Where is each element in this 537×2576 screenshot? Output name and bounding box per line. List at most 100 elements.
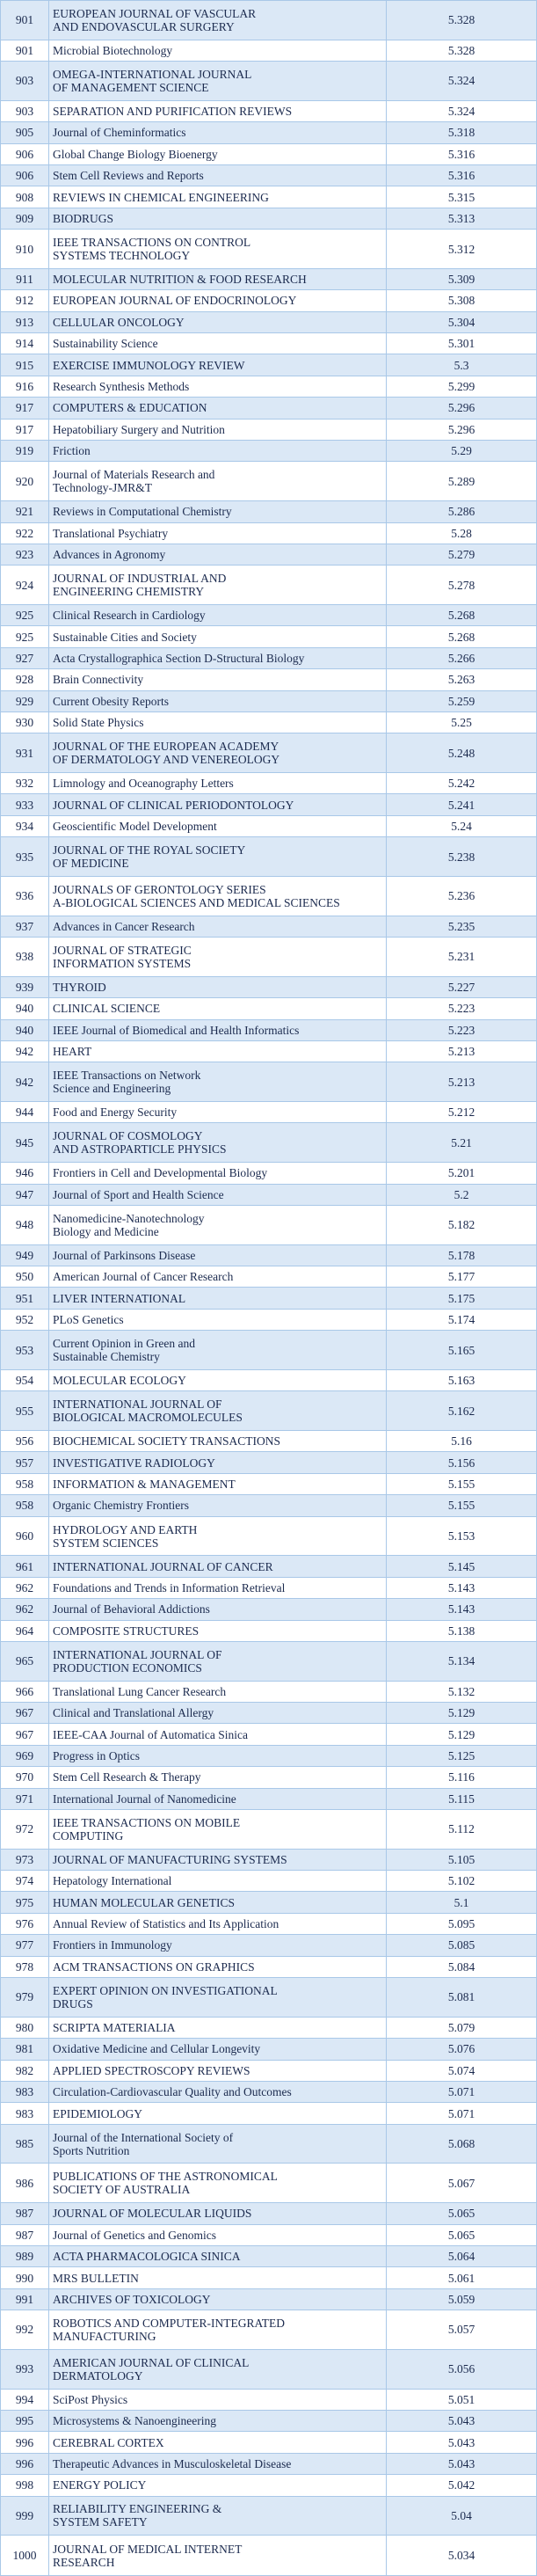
journal-name: Microsystems & Nanoengineering [48,2409,387,2433]
table-row: 906 Stem Cell Reviews and Reports 5.316 [0,164,537,187]
impact-factor: 5.138 [386,1619,537,1642]
rank: 962 [0,1598,49,1621]
impact-factor: 5.153 [386,1515,537,1557]
table-row: 940 IEEE Journal of Biomedical and Health… [0,1018,537,1041]
table-row: 986 PUBLICATIONS OF THE ASTRONOMICAL SOCI… [0,2163,537,2204]
rank: 931 [0,733,49,774]
table-row: 927 Acta Crystallographica Section D-Stru… [0,646,537,670]
rank: 950 [0,1266,49,1288]
journal-name: EUROPEAN JOURNAL OF VASCULAR AND ENDOVAS… [48,0,387,40]
impact-factor: 5.299 [386,375,537,398]
rank: 970 [0,1766,49,1789]
table-row: 985 Journal of the International Society … [0,2123,537,2164]
impact-factor: 5.1 [386,1891,537,1914]
table-row: 903 SEPARATION AND PURIFICATION REVIEWS 5.… [0,99,537,123]
table-row: 940 CLINICAL SCIENCE 5.223 [0,997,537,1020]
rank: 913 [0,310,49,334]
rank: 901 [0,39,49,62]
impact-factor: 5.296 [386,397,537,420]
rank: 969 [0,1744,49,1768]
journal-name: CLINICAL SCIENCE [48,997,387,1020]
journal-name: JOURNAL OF COSMOLOGY AND ASTROPARTICLE P… [48,1122,387,1164]
impact-factor: 5.067 [386,2163,537,2204]
table-row: 924 JOURNAL OF INDUSTRIAL AND ENGINEERING… [0,565,537,606]
journal-name: ROBOTICS AND COMPUTER-INTEGRATED MANUFAC… [48,2310,387,2350]
journal-name: Sustainability Science [48,332,387,355]
rank: 903 [0,99,49,123]
journal-name: PUBLICATIONS OF THE ASTRONOMICAL SOCIETY… [48,2163,387,2204]
impact-factor: 5.116 [386,1766,537,1789]
impact-factor: 5.324 [386,61,537,101]
table-row: 954 MOLECULAR ECOLOGY 5.163 [0,1368,537,1392]
impact-factor: 5.25 [386,711,537,734]
journal-name: Frontiers in Cell and Developmental Biol… [48,1162,387,1185]
table-row: 992 ROBOTICS AND COMPUTER-INTEGRATED MANU… [0,2310,537,2350]
rank: 916 [0,375,49,398]
table-row: 933 JOURNAL OF CLINICAL PERIODONTOLOGY 5.2… [0,793,537,816]
rank: 942 [0,1040,49,1063]
rank: 957 [0,1451,49,1474]
table-row: 942 IEEE Transactions on Network Science … [0,1062,537,1103]
table-row: 981 Oxidative Medicine and Cellular Longe… [0,2038,537,2061]
impact-factor: 5.051 [386,2388,537,2411]
table-row: 967 IEEE-CAA Journal of Automatica Sinica… [0,1723,537,1746]
impact-factor: 5.043 [386,2431,537,2454]
impact-factor: 5.056 [386,2348,537,2390]
impact-factor: 5.162 [386,1390,537,1432]
rank: 992 [0,2310,49,2350]
rank: 994 [0,2388,49,2411]
table-row: 983 EPIDEMIOLOGY 5.071 [0,2102,537,2125]
impact-factor: 5.241 [386,793,537,816]
table-row: 993 AMERICAN JOURNAL OF CLINICAL DERMATOL… [0,2348,537,2390]
journal-name: INVESTIGATIVE RADIOLOGY [48,1451,387,1474]
rank: 999 [0,2495,49,2536]
impact-factor: 5.084 [386,1955,537,1979]
table-row: 980 SCRIPTA MATERIALIA 5.079 [0,2016,537,2040]
impact-factor: 5.296 [386,418,537,441]
table-row: 908 REVIEWS IN CHEMICAL ENGINEERING 5.315 [0,186,537,208]
journal-name: Therapeutic Advances in Musculoskeletal … [48,2452,387,2476]
impact-factor: 5.125 [386,1744,537,1768]
impact-factor: 5.163 [386,1368,537,1392]
table-row: 1000 JOURNAL OF MEDICAL INTERNET RESEARCH… [0,2535,537,2576]
table-row: 970 Stem Cell Research & Therapy 5.116 [0,1766,537,1789]
rank: 928 [0,668,49,691]
rank: 927 [0,646,49,670]
journal-name: Journal of Sport and Health Science [48,1183,387,1206]
rank: 964 [0,1619,49,1642]
impact-factor: 5.132 [386,1680,537,1704]
rank: 919 [0,440,49,463]
table-row: 956 BIOCHEMICAL SOCIETY TRANSACTIONS 5.16 [0,1430,537,1453]
impact-factor: 5.28 [386,522,537,544]
impact-factor: 5.263 [386,668,537,691]
impact-factor: 5.043 [386,2409,537,2433]
journal-name: BIODRUGS [48,207,387,230]
rank: 901 [0,0,49,40]
impact-factor: 5.155 [386,1472,537,1496]
journal-name: Acta Crystallographica Section D-Structu… [48,646,387,670]
impact-factor: 5.278 [386,565,537,606]
journal-name: HEART [48,1040,387,1063]
rank: 929 [0,690,49,712]
impact-factor: 5.129 [386,1702,537,1725]
impact-factor: 5.309 [386,267,537,291]
rank: 920 [0,461,49,502]
rank: 934 [0,814,49,838]
rank: 944 [0,1101,49,1124]
rank: 960 [0,1515,49,1557]
table-row: 931 JOURNAL OF THE EUROPEAN ACADEMY OF DE… [0,733,537,774]
rank: 953 [0,1330,49,1370]
table-row: 996 Therapeutic Advances in Musculoskelet… [0,2452,537,2476]
impact-factor: 5.242 [386,772,537,795]
rank: 930 [0,711,49,734]
table-row: 982 APPLIED SPECTROSCOPY REVIEWS 5.074 [0,2059,537,2082]
journal-name: Sustainable Cities and Society [48,625,387,648]
journal-name: ENERGY POLICY [48,2474,387,2497]
rank: 956 [0,1430,49,1453]
impact-factor: 5.182 [386,1204,537,1245]
journal-name: COMPOSITE STRUCTURES [48,1619,387,1642]
impact-factor: 5.16 [386,1430,537,1453]
journal-name: Solid State Physics [48,711,387,734]
rank: 947 [0,1183,49,1206]
rank: 967 [0,1723,49,1746]
